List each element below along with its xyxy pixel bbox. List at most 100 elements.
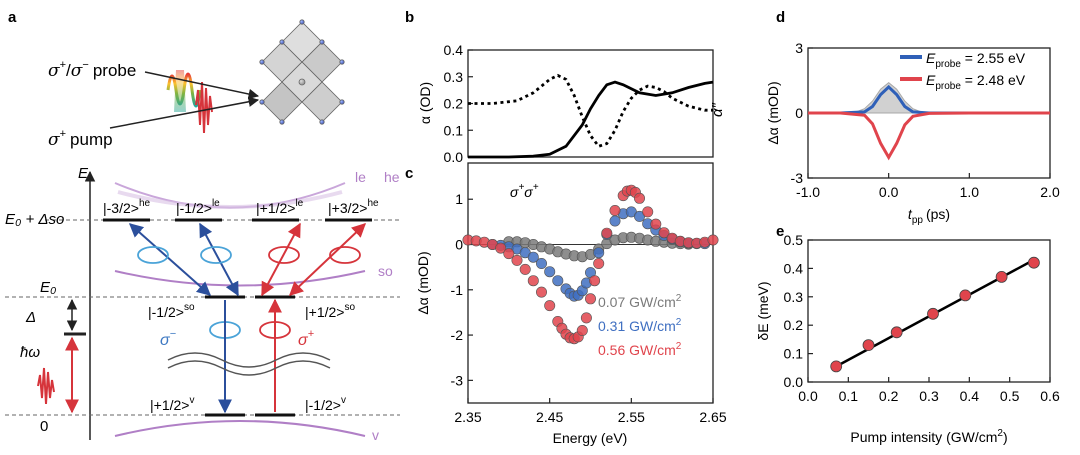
state-label-so-left: |-1/2>so	[148, 302, 195, 320]
y-tick-label-c: -3	[451, 372, 464, 388]
band-so	[114, 270, 366, 287]
sigma-minus-label: σ−	[160, 328, 177, 349]
data-point-c-2	[519, 263, 531, 275]
axis-break-icon	[167, 360, 331, 376]
x-tick-label-e: 0.3	[919, 388, 939, 404]
y-tick-label-b: 0.2	[444, 96, 464, 112]
absorption-line	[468, 80, 714, 159]
panel-a: a σ+/σ− probe σ+ pump	[5, 9, 400, 443]
legend-d: Eprobe = 2.55 eV Eprobe = 2.48 eV	[900, 50, 1026, 92]
data-point-c-2	[503, 248, 515, 260]
data-point-e	[959, 289, 972, 302]
data-point-c-2	[601, 227, 613, 239]
y-axis-label-e: δE (meV)	[755, 281, 771, 340]
y-axis-b: 0.0 0.1 0.2 0.3 0.4	[444, 42, 473, 165]
axes-d: -3 0 3 -1.0 0.0 1.0 2.0	[791, 40, 1060, 200]
data-point-c-1	[527, 251, 539, 263]
y-tick-label-d: -3	[791, 170, 804, 186]
data-point-c-2	[589, 275, 601, 287]
series-group-c	[462, 184, 719, 345]
label-zero: 0	[40, 418, 48, 435]
panel-label-a: a	[8, 9, 17, 26]
y2-axis-label-b: α″	[709, 102, 726, 117]
plot-frame-c	[467, 162, 714, 404]
data-point-c-2	[633, 192, 645, 204]
data-point-c-2	[658, 227, 670, 239]
label-hbar-omega: ħω	[20, 344, 40, 361]
panel-label-e: e	[776, 223, 784, 240]
state-label-he-left: |-3/2>he	[103, 198, 150, 216]
y-tick-label-e: 0.2	[784, 317, 804, 333]
transition-arrow-red-2	[288, 223, 367, 296]
y-tick-label-e: 0.4	[784, 260, 804, 276]
band-label-v: v	[372, 427, 379, 443]
transition-arrow-blue-2	[199, 222, 239, 297]
x-tick-label-d: 1.0	[960, 184, 980, 200]
circular-polarization-icon	[137, 246, 169, 264]
legend-entry-c-0: 0.07 GW/cm2	[598, 293, 682, 310]
probe-label: σ+/σ− probe	[48, 59, 136, 81]
data-point-e	[1028, 256, 1040, 269]
transition-arrow-blue-1	[128, 223, 212, 296]
band-v	[114, 420, 366, 437]
panel-d-chart: d -3 0 3 -1.0 0.0 1.0 2.0 Δα (mOD) tpp (ps) Epr…	[765, 9, 1060, 226]
x-axis-label-c: Energy (eV)	[553, 430, 628, 446]
y-tick-label-e: 0.3	[784, 289, 804, 305]
panel-e-chart: e 0.00.10.20.30.40.50.0 0.1 0.2 0.3 0.4 0.5 0.…	[755, 223, 1060, 445]
y-tick-label-c: -1	[451, 282, 464, 298]
trace-2-55-eV	[808, 84, 1050, 115]
band-le-glow	[117, 190, 343, 209]
data-point-e	[995, 270, 1008, 283]
state-label-le-right: |+1/2>le	[256, 198, 304, 216]
panel-b-chart: b 0.0 0.1 0.2 0.3 0.4 α (OD) α″	[405, 9, 726, 165]
label-E0: E₀	[40, 279, 56, 296]
y-tick-label-e: 0.1	[784, 346, 804, 362]
band-label-le: le	[355, 169, 366, 185]
data-point-c-2	[527, 275, 539, 287]
sigma-plus-label: σ+	[298, 328, 315, 349]
y-axis-label-d: Δα (mOD)	[765, 81, 781, 144]
y-tick-label-b: 0.0	[444, 149, 464, 165]
series-group-d	[808, 82, 1050, 161]
photon-pulse-icon	[37, 367, 55, 405]
energy-axis-label: E	[78, 165, 89, 182]
panel-c-chart: c -3 -2 -1 0 1 2.35 2.45 2.55 2.65 Δα (mOD) Ener…	[405, 162, 727, 446]
state-label-he-right: |+3/2>he	[328, 198, 379, 216]
x-tick-label-e: 0.4	[960, 388, 980, 404]
x-tick-label-d: -1.0	[796, 184, 820, 200]
series-group-e	[830, 256, 1040, 373]
axis-break-icon	[167, 352, 331, 368]
state-label-le-left: |-1/2>le	[176, 198, 220, 216]
y-tick-label-d: 0	[795, 105, 803, 121]
axes-c: -3 -2 -1 0 1 2.35 2.45 2.55 2.65	[451, 191, 727, 425]
x-axis-label-d: tpp (ps)	[908, 206, 950, 226]
data-point-c-1	[544, 266, 556, 278]
band-label-so: so	[378, 263, 393, 279]
band-label-he: he	[384, 169, 400, 185]
x-tick-label-e: 0.0	[798, 388, 818, 404]
legend-entry-c-1: 0.31 GW/cm2	[598, 317, 682, 334]
y-tick-label-c: 0	[455, 237, 463, 253]
data-point-c-1	[593, 247, 605, 259]
y-tick-label-c: 1	[455, 191, 463, 207]
y-tick-label-d: 3	[795, 40, 803, 56]
x-tick-label-c: 2.55	[618, 409, 645, 425]
data-point-c-2	[580, 312, 592, 324]
trace-2-48-eV	[808, 111, 1050, 161]
legend-entry-d-1: Eprobe = 2.48 eV	[926, 72, 1026, 92]
y-tick-label-b: 0.3	[444, 69, 464, 85]
pump-label: σ+ pump	[48, 128, 113, 150]
y-tick-label-e: 0.5	[784, 232, 804, 248]
pump-pulse-icon	[195, 81, 213, 134]
data-point-c-2	[576, 324, 588, 336]
probe-pulse-icon	[166, 70, 202, 112]
y-tick-label-e: 0.0	[784, 374, 804, 390]
data-point-c-2	[642, 206, 654, 218]
legend-entry-c-2: 0.56 GW/cm2	[598, 341, 682, 358]
x-tick-label-e: 0.1	[839, 388, 859, 404]
x-tick-label-e: 0.5	[1000, 388, 1020, 404]
legend-c: 0.07 GW/cm2 0.31 GW/cm2 0.56 GW/cm2	[598, 293, 682, 358]
pump-arrow	[109, 96, 260, 129]
data-point-c-2	[495, 242, 507, 254]
